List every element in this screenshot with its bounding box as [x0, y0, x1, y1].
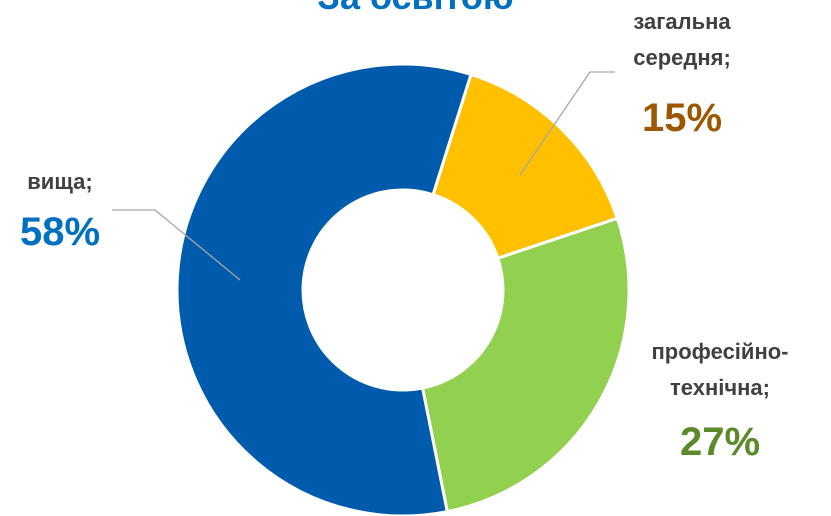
data-label-name: вища;: [27, 169, 93, 194]
data-label-value: 27%: [679, 420, 761, 464]
data-label-value: 15%: [641, 96, 723, 140]
donut-segment: [175, 62, 473, 516]
donut-segment: [420, 216, 631, 514]
leader-line: [519, 71, 615, 176]
leader-line: [112, 209, 241, 281]
data-label-name: професійно-технічна;: [651, 339, 789, 401]
data-label-value: 58%: [19, 210, 101, 254]
data-label-name: загальна середня;: [633, 9, 731, 71]
chart-title: За освітою: [0, 0, 831, 18]
